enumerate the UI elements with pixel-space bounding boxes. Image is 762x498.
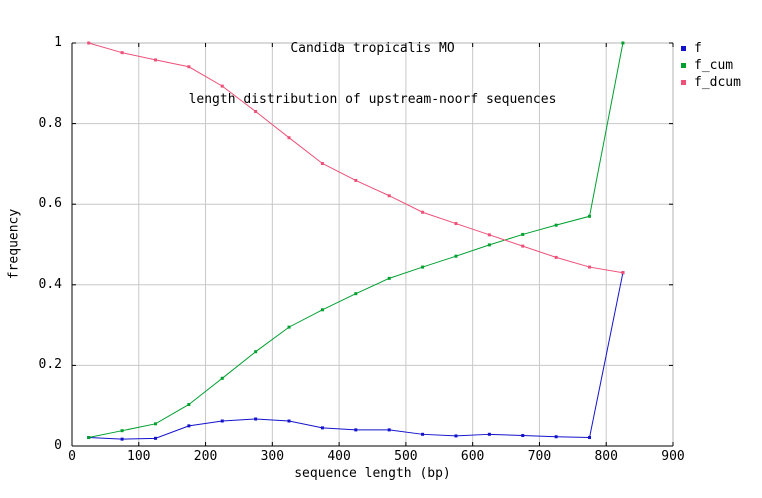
y-tick-label: 1 — [54, 35, 62, 50]
x-tick-label: 0 — [68, 449, 76, 464]
x-tick-label: 700 — [527, 449, 552, 464]
y-tick-label: 0.2 — [38, 357, 62, 373]
y-tick-label: 0.6 — [38, 196, 62, 212]
x-tick-label: 100 — [127, 449, 151, 464]
legend: f f_cum f_dcum — [681, 40, 741, 91]
x-tick-label: 200 — [193, 449, 218, 464]
legend-marker-f-icon — [681, 46, 686, 51]
y-tick-label: 0 — [54, 438, 62, 453]
legend-marker-f-cum-icon — [681, 63, 686, 68]
x-tick-label: 500 — [394, 449, 418, 464]
x-tick-label: 400 — [327, 449, 351, 464]
y-tick-label: 0.4 — [38, 276, 62, 292]
legend-label-f-dcum: f_dcum — [694, 75, 741, 90]
y-axis-label: frequency — [6, 208, 22, 280]
legend-marker-f-dcum-icon — [681, 80, 686, 85]
x-axis-label: sequence length (bp) — [294, 466, 451, 481]
legend-item-f-dcum: f_dcum — [681, 74, 741, 91]
x-tick-label: 300 — [260, 449, 285, 464]
legend-label-f-cum: f_cum — [694, 58, 734, 73]
x-tick-label: 600 — [460, 449, 485, 464]
legend-label-f: f — [694, 41, 702, 56]
x-tick-label: 900 — [661, 449, 685, 464]
x-tick-label: 800 — [594, 449, 618, 464]
chart-subtitle: length distribution of upstream-noorf se… — [188, 92, 557, 107]
y-tick-label: 0.8 — [38, 115, 62, 131]
chart-title: Candida tropicalis MO — [290, 41, 455, 56]
legend-item-f: f — [681, 40, 741, 57]
chart-title-block: Candida tropicalis MO length distributio… — [72, 6, 673, 142]
legend-item-f-cum: f_cum — [681, 57, 741, 74]
